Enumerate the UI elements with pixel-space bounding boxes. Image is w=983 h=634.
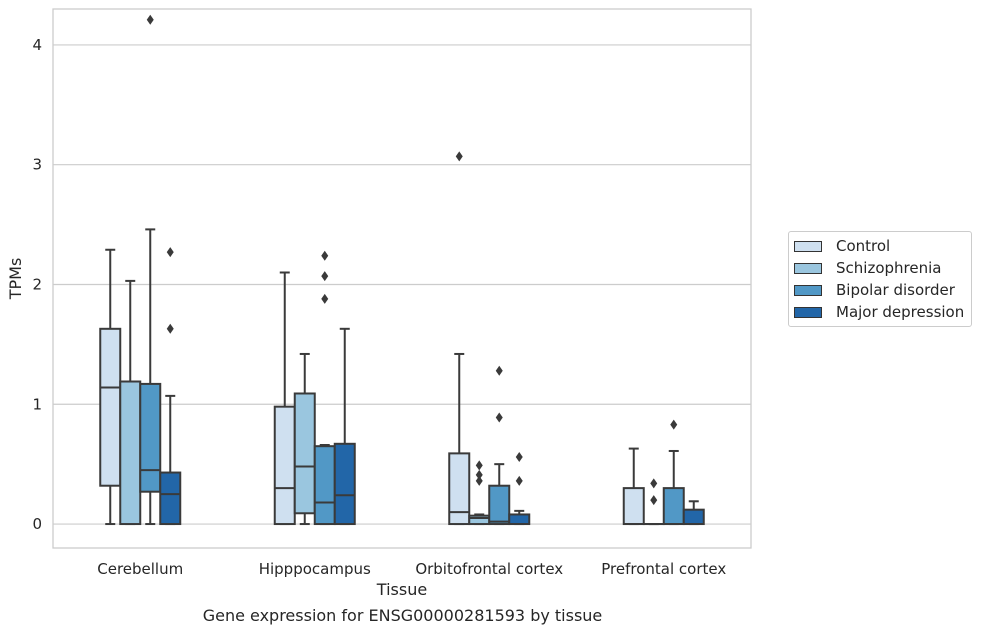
legend-swatch-major-depression bbox=[794, 306, 822, 318]
box-prefrontal-cortex-schizophrenia bbox=[642, 478, 665, 526]
box-hipppocampus-control bbox=[273, 271, 296, 526]
outlier-point bbox=[321, 250, 329, 261]
box-prefrontal-cortex-major-depression bbox=[682, 500, 705, 526]
x-tick-label-orbitofrontal-cortex: Orbitofrontal cortex bbox=[415, 560, 563, 578]
y-tick-label-0: 0 bbox=[32, 515, 42, 533]
iqr-box bbox=[333, 442, 356, 526]
legend-item-bipolar-disorder: Bipolar disorder bbox=[794, 281, 955, 299]
outlier-point bbox=[475, 475, 483, 486]
box-cerebellum-bipolar-disorder bbox=[139, 14, 162, 526]
box-prefrontal-cortex-bipolar-disorder bbox=[662, 419, 685, 526]
iqr-box bbox=[448, 452, 471, 526]
iqr-box bbox=[488, 484, 511, 526]
iqr-box bbox=[139, 382, 162, 493]
iqr-box bbox=[468, 514, 491, 526]
outlier-point bbox=[515, 451, 523, 462]
x-tick-label-hipppocampus: Hipppocampus bbox=[259, 560, 371, 578]
outlier-point bbox=[166, 247, 174, 258]
outlier-point bbox=[670, 419, 678, 430]
legend-item-control: Control bbox=[794, 237, 890, 255]
box-orbitofrontal-cortex-control bbox=[448, 151, 471, 526]
outlier-point bbox=[495, 365, 503, 376]
box-hipppocampus-bipolar-disorder bbox=[313, 250, 336, 526]
iqr-box bbox=[293, 392, 316, 515]
outlier-point bbox=[515, 475, 523, 486]
iqr-box bbox=[119, 380, 142, 526]
outlier-point bbox=[455, 151, 463, 162]
outlier-point bbox=[650, 495, 658, 506]
iqr-box bbox=[273, 405, 296, 526]
legend-swatch-bipolar-disorder bbox=[794, 284, 822, 296]
y-tick-label-1: 1 bbox=[32, 395, 42, 413]
legend-label-control: Control bbox=[836, 237, 891, 255]
legend-label-bipolar-disorder: Bipolar disorder bbox=[836, 281, 955, 299]
outlier-point bbox=[475, 469, 483, 480]
x-axis-label: Tissue bbox=[376, 580, 427, 599]
legend-swatch-schizophrenia bbox=[794, 262, 822, 274]
box-cerebellum-schizophrenia bbox=[119, 279, 142, 526]
figure-caption: Gene expression for ENSG00000281593 by t… bbox=[202, 606, 603, 625]
box-hipppocampus-major-depression bbox=[333, 327, 356, 526]
plot-frame bbox=[52, 8, 752, 549]
y-tick-label-2: 2 bbox=[32, 275, 42, 293]
box-hipppocampus-schizophrenia bbox=[293, 352, 316, 526]
x-tick-label-cerebellum: Cerebellum bbox=[97, 560, 183, 578]
iqr-box bbox=[99, 327, 122, 487]
legend-item-major-depression: Major depression bbox=[794, 303, 964, 321]
box-prefrontal-cortex-control bbox=[622, 447, 645, 526]
iqr-box bbox=[313, 445, 336, 526]
y-axis-label: TPMs bbox=[6, 258, 25, 301]
legend-label-major-depression: Major depression bbox=[836, 303, 965, 321]
outlier-point bbox=[495, 412, 503, 423]
box-cerebellum-control bbox=[99, 248, 122, 526]
iqr-box bbox=[508, 513, 531, 526]
outlier-point bbox=[650, 478, 658, 489]
iqr-box bbox=[682, 508, 705, 526]
legend-label-schizophrenia: Schizophrenia bbox=[836, 259, 942, 277]
y-tick-label-3: 3 bbox=[32, 156, 42, 174]
box-orbitofrontal-cortex-schizophrenia bbox=[468, 460, 491, 526]
y-tick-label-4: 4 bbox=[32, 36, 42, 54]
legend: Control Schizophrenia Bipolar disorder M… bbox=[788, 231, 972, 327]
iqr-box bbox=[622, 487, 645, 526]
legend-item-schizophrenia: Schizophrenia bbox=[794, 259, 941, 277]
legend-swatch-control bbox=[794, 240, 822, 252]
outlier-point bbox=[475, 460, 483, 471]
iqr-box bbox=[159, 471, 182, 526]
outlier-point bbox=[321, 293, 329, 304]
outlier-point bbox=[321, 271, 329, 282]
x-tick-label-prefrontal-cortex: Prefrontal cortex bbox=[601, 560, 726, 578]
box-cerebellum-major-depression bbox=[159, 247, 182, 526]
outlier-point bbox=[146, 14, 154, 25]
box-orbitofrontal-cortex-major-depression bbox=[508, 451, 531, 526]
iqr-box bbox=[662, 487, 685, 526]
box-orbitofrontal-cortex-bipolar-disorder bbox=[488, 365, 511, 526]
outlier-point bbox=[166, 323, 174, 334]
